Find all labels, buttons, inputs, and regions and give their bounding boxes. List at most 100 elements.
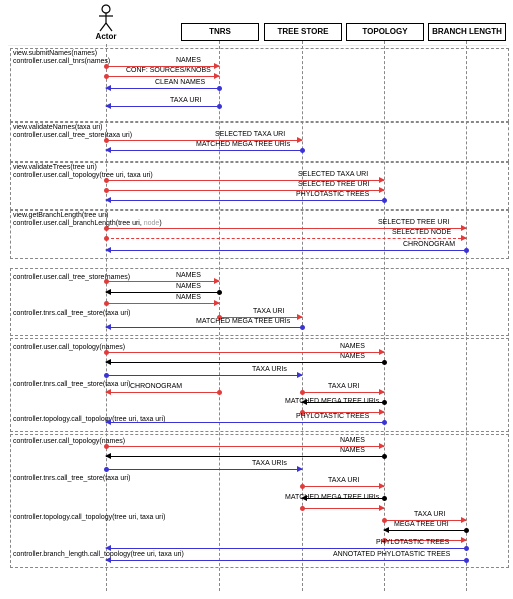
message-label: NAMES — [340, 437, 365, 444]
origin-dot-icon — [104, 74, 109, 79]
arrowhead-icon — [383, 527, 389, 533]
message-arrow — [106, 88, 219, 89]
message-label: TAXA URI — [414, 511, 445, 518]
origin-dot-icon — [104, 178, 109, 183]
arrowhead-icon — [105, 147, 111, 153]
arrowhead-icon — [461, 225, 467, 231]
message-label: CHRONOGRAM — [130, 383, 182, 390]
message-arrow — [106, 250, 466, 251]
message-label: NAMES — [176, 283, 201, 290]
arrowhead-icon — [379, 443, 385, 449]
actor-icon — [96, 4, 116, 32]
arrowhead-icon — [105, 359, 111, 365]
origin-dot-icon — [104, 444, 109, 449]
lifeline-header-topo: TOPOLOGY — [346, 23, 424, 41]
origin-dot-icon — [104, 64, 109, 69]
message-label: CLEAN NAMES — [155, 79, 205, 86]
message-label: TAXA URIs — [252, 366, 287, 373]
message-label: MATCHED MEGA TREE URIs — [285, 494, 379, 501]
arrowhead-icon — [105, 247, 111, 253]
message-arrow — [302, 486, 384, 487]
origin-dot-icon — [382, 400, 387, 405]
message-label: PHYLOTASTIC TREES — [296, 413, 369, 420]
message-label: SELECTED TREE URI — [378, 219, 449, 226]
origin-dot-icon — [300, 390, 305, 395]
origin-dot-icon — [104, 138, 109, 143]
method-label-8: controller.tnrs.call_tree_store(taxa uri… — [13, 310, 131, 317]
origin-dot-icon — [104, 188, 109, 193]
method-label-10: controller.tnrs.call_tree_store(taxa uri… — [13, 381, 131, 388]
origin-dot-icon — [464, 248, 469, 253]
message-label: NAMES — [176, 57, 201, 64]
origin-dot-icon — [104, 350, 109, 355]
arrowhead-icon — [105, 324, 111, 330]
arrowhead-icon — [379, 409, 385, 415]
message-arrow — [106, 375, 302, 376]
method-label-branch: controller.user.call_branchLength(tree u… — [13, 220, 162, 227]
message-label: NAMES — [340, 343, 365, 350]
origin-dot-icon — [217, 104, 222, 109]
method-label-6: view.getBranchLength(tree uri) — [13, 212, 108, 219]
arrowhead-icon — [297, 372, 303, 378]
origin-dot-icon — [104, 279, 109, 284]
origin-dot-icon — [382, 454, 387, 459]
message-label: TAXA URIs — [252, 460, 287, 467]
message-label: NAMES — [176, 272, 201, 279]
message-arrow — [302, 392, 384, 393]
arrowhead-icon — [105, 389, 111, 395]
message-label: NAMES — [340, 447, 365, 454]
message-arrow — [106, 469, 302, 470]
arrowhead-icon — [379, 177, 385, 183]
message-label: PHYLOTASTIC TREES — [296, 191, 369, 198]
origin-dot-icon — [464, 528, 469, 533]
method-label-3: controller.user.call_tree_store(taxa uri… — [13, 132, 132, 139]
message-arrow — [302, 508, 384, 509]
message-arrow — [106, 303, 219, 304]
message-label: ANNOTATED PHYLOTASTIC TREES — [333, 551, 450, 558]
arrowhead-icon — [461, 235, 467, 241]
origin-dot-icon — [104, 467, 109, 472]
message-arrow — [106, 548, 466, 549]
origin-dot-icon — [382, 360, 387, 365]
arrowhead-icon — [379, 187, 385, 193]
arrowhead-icon — [461, 537, 467, 543]
origin-dot-icon — [104, 301, 109, 306]
arrowhead-icon — [105, 545, 111, 551]
message-label: TAXA URI — [328, 477, 359, 484]
method-label-15: controller.branch_length.call_topology(t… — [13, 551, 184, 558]
message-label: TAXA URI — [170, 97, 201, 104]
message-arrow — [106, 76, 219, 77]
arrowhead-icon — [214, 63, 220, 69]
message-label: NAMES — [340, 353, 365, 360]
arrowhead-icon — [379, 349, 385, 355]
lifeline-header-tnrs: TNRS — [181, 23, 259, 41]
message-label: MATCHED MEGA TREE URIs — [196, 141, 290, 148]
message-arrow — [106, 327, 302, 328]
message-label: MATCHED MEGA TREE URIs — [285, 398, 379, 405]
message-arrow — [106, 281, 219, 282]
arrowhead-icon — [105, 419, 111, 425]
origin-dot-icon — [464, 558, 469, 563]
arrowhead-icon — [461, 517, 467, 523]
arrowhead-icon — [297, 314, 303, 320]
message-label: CHRONOGRAM — [403, 241, 455, 248]
message-arrow — [106, 292, 219, 293]
method-label-4: view.validateTrees(tree uri) — [13, 164, 97, 171]
origin-dot-icon — [300, 148, 305, 153]
origin-dot-icon — [300, 506, 305, 511]
origin-dot-icon — [382, 496, 387, 501]
origin-dot-icon — [104, 373, 109, 378]
message-label: MATCHED MEGA TREE URIs — [196, 318, 290, 325]
origin-dot-icon — [464, 546, 469, 551]
method-label-13: controller.tnrs.call_tree_store(taxa uri… — [13, 475, 131, 482]
arrowhead-icon — [214, 278, 220, 284]
arrowhead-icon — [105, 197, 111, 203]
origin-dot-icon — [104, 226, 109, 231]
message-arrow — [106, 392, 219, 393]
arrowhead-icon — [105, 557, 111, 563]
message-arrow — [384, 530, 466, 531]
arrowhead-icon — [105, 453, 111, 459]
method-label-1: controller.user.call_tnrs(names) — [13, 58, 110, 65]
message-arrow — [106, 560, 466, 561]
message-label: SELECTED TAXA URI — [215, 131, 285, 138]
